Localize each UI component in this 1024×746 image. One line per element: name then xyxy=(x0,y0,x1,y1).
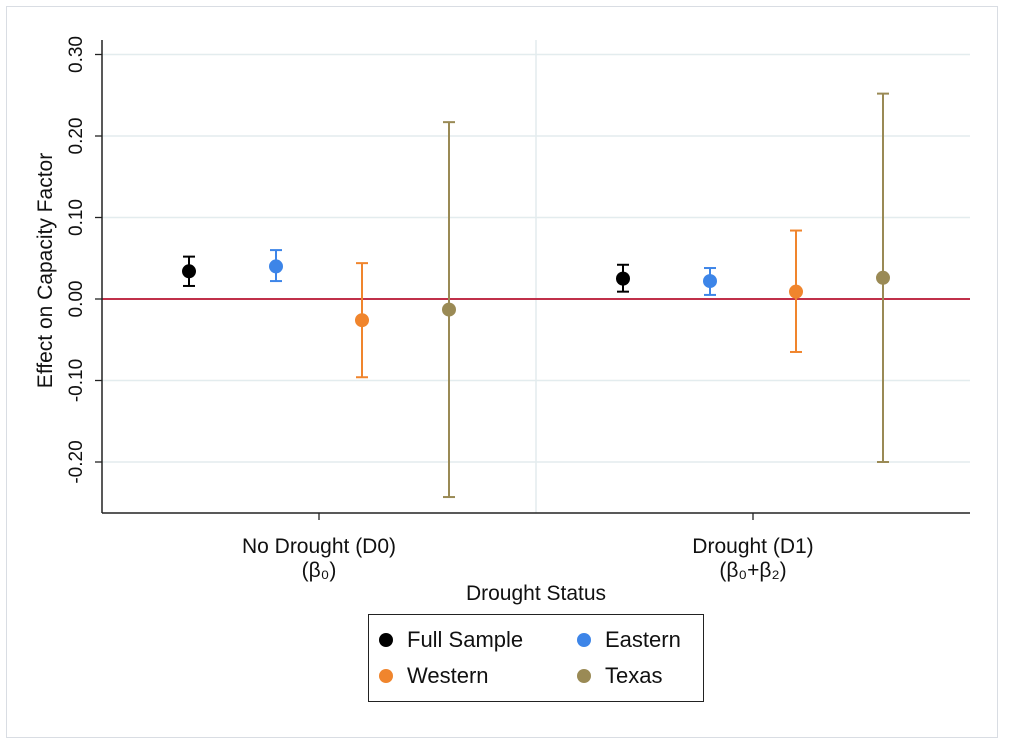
y-tick-labels: -0.20 -0.10 0.00 0.10 0.20 0.30 xyxy=(66,36,87,484)
legend-item: Eastern xyxy=(577,627,681,653)
error-bar-group xyxy=(789,229,803,353)
legend-marker xyxy=(577,669,591,683)
y-tick-label: -0.10 xyxy=(66,359,87,402)
x-category-labels: No Drought (D0)(β₀) Drought (D1)(β₀+β₂) xyxy=(242,535,814,582)
legend-item: Full Sample xyxy=(379,627,523,653)
y-tick-label: 0.20 xyxy=(66,118,87,155)
legend-marker xyxy=(379,669,393,683)
error-bar-group xyxy=(182,255,196,287)
error-bar-group xyxy=(616,263,630,293)
legend: Full Sample Eastern Western Texas xyxy=(368,614,704,702)
legend-marker xyxy=(379,633,393,647)
error-bar-group xyxy=(703,267,717,296)
x-axis-label: Drought Status xyxy=(466,582,606,605)
y-axis-label: Effect on Capacity Factor xyxy=(34,153,57,388)
x-category-sublabel: (β₀) xyxy=(302,559,337,582)
y-tick-label: 0.00 xyxy=(66,281,87,318)
data-point xyxy=(269,259,283,274)
data-point xyxy=(355,313,369,328)
error-bar-group xyxy=(269,249,283,283)
data-point xyxy=(182,264,196,279)
x-category-label: No Drought (D0) xyxy=(242,535,396,558)
legend-label: Full Sample xyxy=(407,627,524,652)
data-marks xyxy=(182,92,890,499)
data-point xyxy=(616,271,630,286)
error-bar-group xyxy=(876,92,890,463)
y-tick-label: -0.20 xyxy=(66,440,87,483)
data-point xyxy=(442,302,456,317)
y-tick-label: 0.10 xyxy=(66,199,87,236)
data-point xyxy=(789,284,803,299)
legend-label: Eastern xyxy=(605,627,681,652)
data-point xyxy=(703,274,717,289)
legend-item: Western xyxy=(379,663,489,689)
x-category-label: Drought (D1) xyxy=(692,535,813,558)
data-point xyxy=(876,270,890,285)
legend-item: Texas xyxy=(577,663,662,689)
legend-label: Texas xyxy=(605,663,663,688)
axes-layer xyxy=(95,40,970,520)
error-bar-group xyxy=(355,262,369,379)
legend-label: Western xyxy=(407,663,489,688)
legend-marker xyxy=(577,633,591,647)
x-category-sublabel: (β₀+β₂) xyxy=(719,559,786,582)
error-bar-group xyxy=(442,121,456,499)
y-tick-label: 0.30 xyxy=(66,36,87,73)
